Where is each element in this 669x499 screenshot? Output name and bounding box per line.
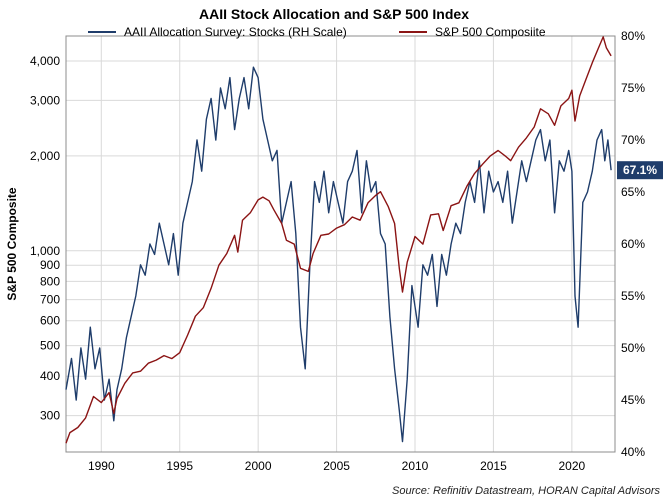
x-tick-label: 2020 xyxy=(559,459,586,473)
y-tick-label-left: 2,000 xyxy=(30,149,60,163)
source-note: Source: Refinitiv Datastream, HORAN Capi… xyxy=(392,485,660,497)
y-tick-label-left: 4,000 xyxy=(30,54,60,68)
y-tick-label-right: 65% xyxy=(621,185,645,199)
y-tick-label-right: 55% xyxy=(621,289,645,303)
y-tick-label-left: 800 xyxy=(40,274,60,288)
series-line-sp500 xyxy=(65,36,612,444)
series-group xyxy=(65,36,612,444)
y-axis-label-left: S&P 500 Composite xyxy=(5,187,19,300)
legend-label-sp500: S&P 500 Composiite xyxy=(435,25,546,39)
y-tick-label-right: 45% xyxy=(621,393,645,407)
y-tick-label-right: 75% xyxy=(621,81,645,95)
chart-title: AAII Stock Allocation and S&P 500 Index xyxy=(199,6,469,22)
y-tick-label-right: 70% xyxy=(621,133,645,147)
y-tick-label-left: 600 xyxy=(40,314,60,328)
y-tick-label-left: 300 xyxy=(40,409,60,423)
x-tick-label: 2000 xyxy=(245,459,272,473)
y-tick-label-left: 900 xyxy=(40,258,60,272)
y-tick-label-right: 80% xyxy=(621,29,645,43)
y-tick-label-right: 40% xyxy=(621,445,645,459)
right-axis-ticks: 40% 45% 50% 55% 60% 65% 70% 75% 80% xyxy=(621,29,645,459)
y-tick-label-right: 50% xyxy=(621,341,645,355)
legend: AAII Allocation Survey: Stocks (RH Scale… xyxy=(88,25,546,39)
y-tick-label-left: 500 xyxy=(40,339,60,353)
y-tick-label-left: 1,000 xyxy=(30,244,60,258)
y-tick-label-right: 60% xyxy=(621,237,645,251)
series-line-aaii-stock-allocation xyxy=(65,66,612,443)
y-tick-label-left: 700 xyxy=(40,293,60,307)
x-axis-ticks: 1990 1995 2000 2005 2010 2015 2020 xyxy=(88,459,586,473)
x-tick-label: 2015 xyxy=(480,459,507,473)
grid xyxy=(66,36,615,452)
last-value-badge-text: 67.1% xyxy=(623,163,657,177)
x-tick-label: 1990 xyxy=(88,459,115,473)
x-tick-label: 2010 xyxy=(402,459,429,473)
x-tick-label: 2005 xyxy=(323,459,350,473)
y-tick-label-left: 400 xyxy=(40,369,60,383)
last-value-badge-bg xyxy=(617,161,663,180)
plot-frame xyxy=(65,35,616,453)
y-tick-label-left: 3,000 xyxy=(30,93,60,107)
last-value-badge: 67.1% xyxy=(617,161,663,180)
legend-label-aaii: AAII Allocation Survey: Stocks (RH Scale… xyxy=(124,25,347,39)
x-tick-label: 1995 xyxy=(166,459,193,473)
